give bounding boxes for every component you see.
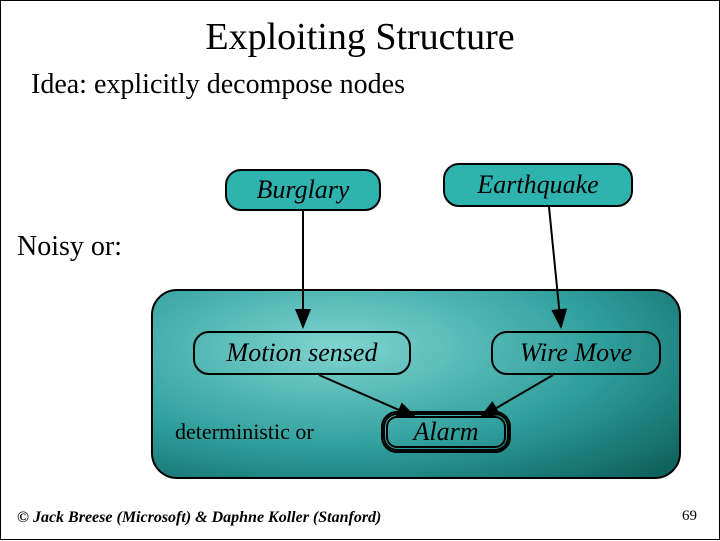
- idea-text: Idea: explicitly decompose nodes: [31, 69, 719, 101]
- node-alarm: Alarm: [381, 411, 511, 453]
- noisy-or-label: Noisy or:: [17, 231, 122, 263]
- node-burglary-label: Burglary: [257, 175, 350, 205]
- node-burglary: Burglary: [225, 169, 381, 211]
- node-alarm-label: Alarm: [414, 417, 479, 447]
- slide-title: Exploiting Structure: [1, 15, 719, 59]
- page-number: 69: [682, 508, 697, 525]
- node-earthquake-label: Earthquake: [477, 170, 598, 200]
- node-motion-sensed: Motion sensed: [193, 331, 411, 375]
- node-earthquake: Earthquake: [443, 163, 633, 207]
- footer-credit: © Jack Breese (Microsoft) & Daphne Kolle…: [17, 509, 381, 527]
- node-motion-label: Motion sensed: [227, 338, 378, 368]
- node-wire-move: Wire Move: [491, 331, 661, 375]
- node-wire-label: Wire Move: [520, 338, 632, 368]
- deterministic-or-label: deterministic or: [175, 419, 314, 445]
